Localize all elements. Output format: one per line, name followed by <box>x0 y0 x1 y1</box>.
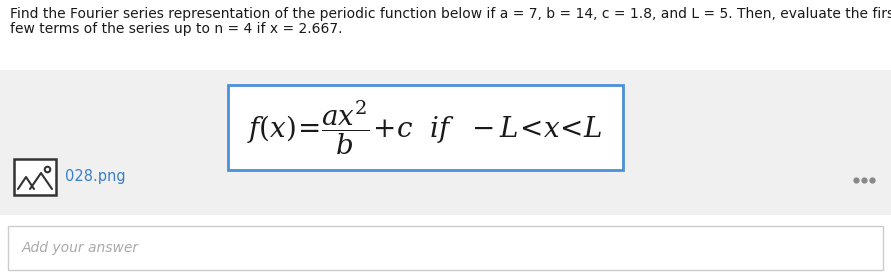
Text: few terms of the series up to n = 4 if x = 2.667.: few terms of the series up to n = 4 if x… <box>10 22 342 36</box>
FancyBboxPatch shape <box>14 159 56 195</box>
Text: 028.png: 028.png <box>65 169 126 185</box>
Text: Add your answer: Add your answer <box>22 241 139 255</box>
Text: Find the Fourier series representation of the periodic function below if a = 7, : Find the Fourier series representation o… <box>10 7 891 21</box>
FancyBboxPatch shape <box>0 70 891 215</box>
Text: $\mathit{f}(\mathit{x})\!=\!\dfrac{\mathit{ax}^2}{\mathit{b}}\!+\!\mathit{c}\ \ : $\mathit{f}(\mathit{x})\!=\!\dfrac{\math… <box>247 98 603 158</box>
FancyBboxPatch shape <box>8 226 883 270</box>
FancyBboxPatch shape <box>228 85 623 170</box>
FancyBboxPatch shape <box>0 0 891 80</box>
